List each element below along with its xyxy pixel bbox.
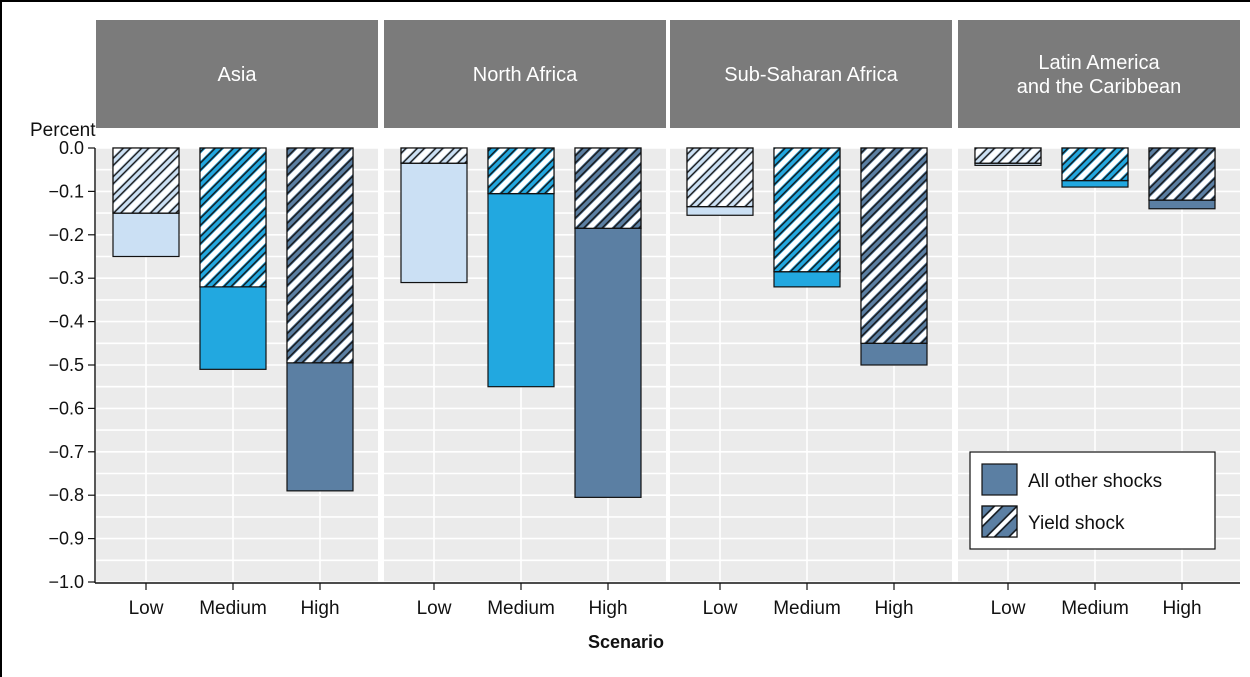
y-tick-label: −0.3 — [48, 268, 84, 288]
bar-other-shocks — [286, 362, 354, 492]
x-axis: Low Medium High Low Medium High Low Medium High L… — [95, 582, 1240, 652]
bar-yield-shock-hatch — [199, 147, 267, 288]
x-axis-title: Scenario — [588, 632, 664, 652]
x-tick-label: Low — [417, 598, 452, 619]
facet-title-line: Asia — [218, 64, 258, 86]
x-tick-label: Low — [129, 598, 164, 619]
facet-headers: Asia North Africa Sub-Saharan Africa Latin … — [96, 20, 1240, 128]
y-tick-label: −0.4 — [48, 312, 84, 332]
bar-other-shocks — [487, 192, 555, 388]
legend-label: Yield shock — [1028, 513, 1125, 534]
bar-yield-shock-hatch — [112, 147, 180, 214]
facet-header — [384, 20, 666, 128]
y-tick-label: −0.6 — [48, 398, 84, 418]
bar-other-shocks — [199, 286, 267, 370]
facet-title: North Africa — [473, 64, 578, 86]
y-tick-label: 0.0 — [59, 138, 84, 158]
bars — [112, 147, 1216, 498]
x-tick-label: High — [300, 598, 339, 619]
facet-title-line: Latin America — [1038, 52, 1160, 74]
bar-yield-shock-hatch — [773, 147, 841, 273]
bar-yield-shock-hatch — [860, 147, 928, 344]
hatched-swatch-pattern — [981, 505, 1018, 538]
legend-label: All other shocks — [1028, 471, 1162, 492]
y-tick-label: −1.0 — [48, 572, 84, 592]
facet-header — [958, 20, 1240, 128]
bar-yield-shock-hatch — [400, 147, 468, 164]
facet-title-line: and the Caribbean — [1017, 76, 1182, 98]
y-tick-label: −0.7 — [48, 442, 84, 462]
bar-other-shocks — [1148, 199, 1216, 210]
x-tick-label: High — [588, 598, 627, 619]
y-axis: 0.0 −0.1 −0.2 −0.3 −0.4 −0.5 −0.6 −0.7 −0.8 −0.9 −… — [30, 120, 96, 592]
facet-title-line: Sub-Saharan Africa — [724, 64, 898, 86]
x-tick-label: Low — [703, 598, 738, 619]
bar-yield-shock-hatch — [974, 147, 1042, 164]
facet-title: Asia — [218, 64, 258, 86]
x-tick-label: Medium — [199, 598, 267, 619]
facet-title: Sub-Saharan Africa — [724, 64, 898, 86]
x-tick-label: Low — [991, 598, 1026, 619]
x-tick-label: Medium — [487, 598, 555, 619]
bar-other-shocks — [400, 162, 468, 284]
y-tick-label: −0.1 — [48, 181, 84, 201]
y-tick-label: −0.5 — [48, 355, 84, 375]
y-axis-title: Percent — [30, 120, 96, 141]
bar-other-shocks — [112, 212, 180, 258]
x-tick-label: High — [1162, 598, 1201, 619]
facet-title: Latin America and the Caribbean — [1017, 52, 1182, 98]
facet-header — [670, 20, 952, 128]
legend: All other shocks Yield shock — [969, 451, 1216, 550]
x-tick-label: Medium — [773, 598, 841, 619]
bar-other-shocks — [574, 227, 642, 498]
facet-header — [96, 20, 378, 128]
facet-title-line: North Africa — [473, 64, 578, 86]
bar-other-shocks — [686, 205, 754, 216]
y-tick-label: −0.9 — [48, 529, 84, 549]
y-tick-label: −0.8 — [48, 485, 84, 505]
bar-yield-shock-hatch — [286, 147, 354, 364]
y-tick-label: −0.2 — [48, 225, 84, 245]
bar-yield-shock-hatch — [487, 147, 555, 195]
bar-yield-shock-hatch — [574, 147, 642, 229]
bar-yield-shock-hatch — [1061, 147, 1129, 182]
x-tick-label: High — [874, 598, 913, 619]
bar-other-shocks — [1061, 179, 1129, 188]
bar-other-shocks — [860, 342, 928, 366]
solid-swatch-icon — [981, 463, 1018, 496]
bar-other-shocks — [773, 271, 841, 288]
x-tick-label: Medium — [1061, 598, 1129, 619]
bar-yield-shock-hatch — [1148, 147, 1216, 201]
bar-yield-shock-hatch — [686, 147, 754, 208]
